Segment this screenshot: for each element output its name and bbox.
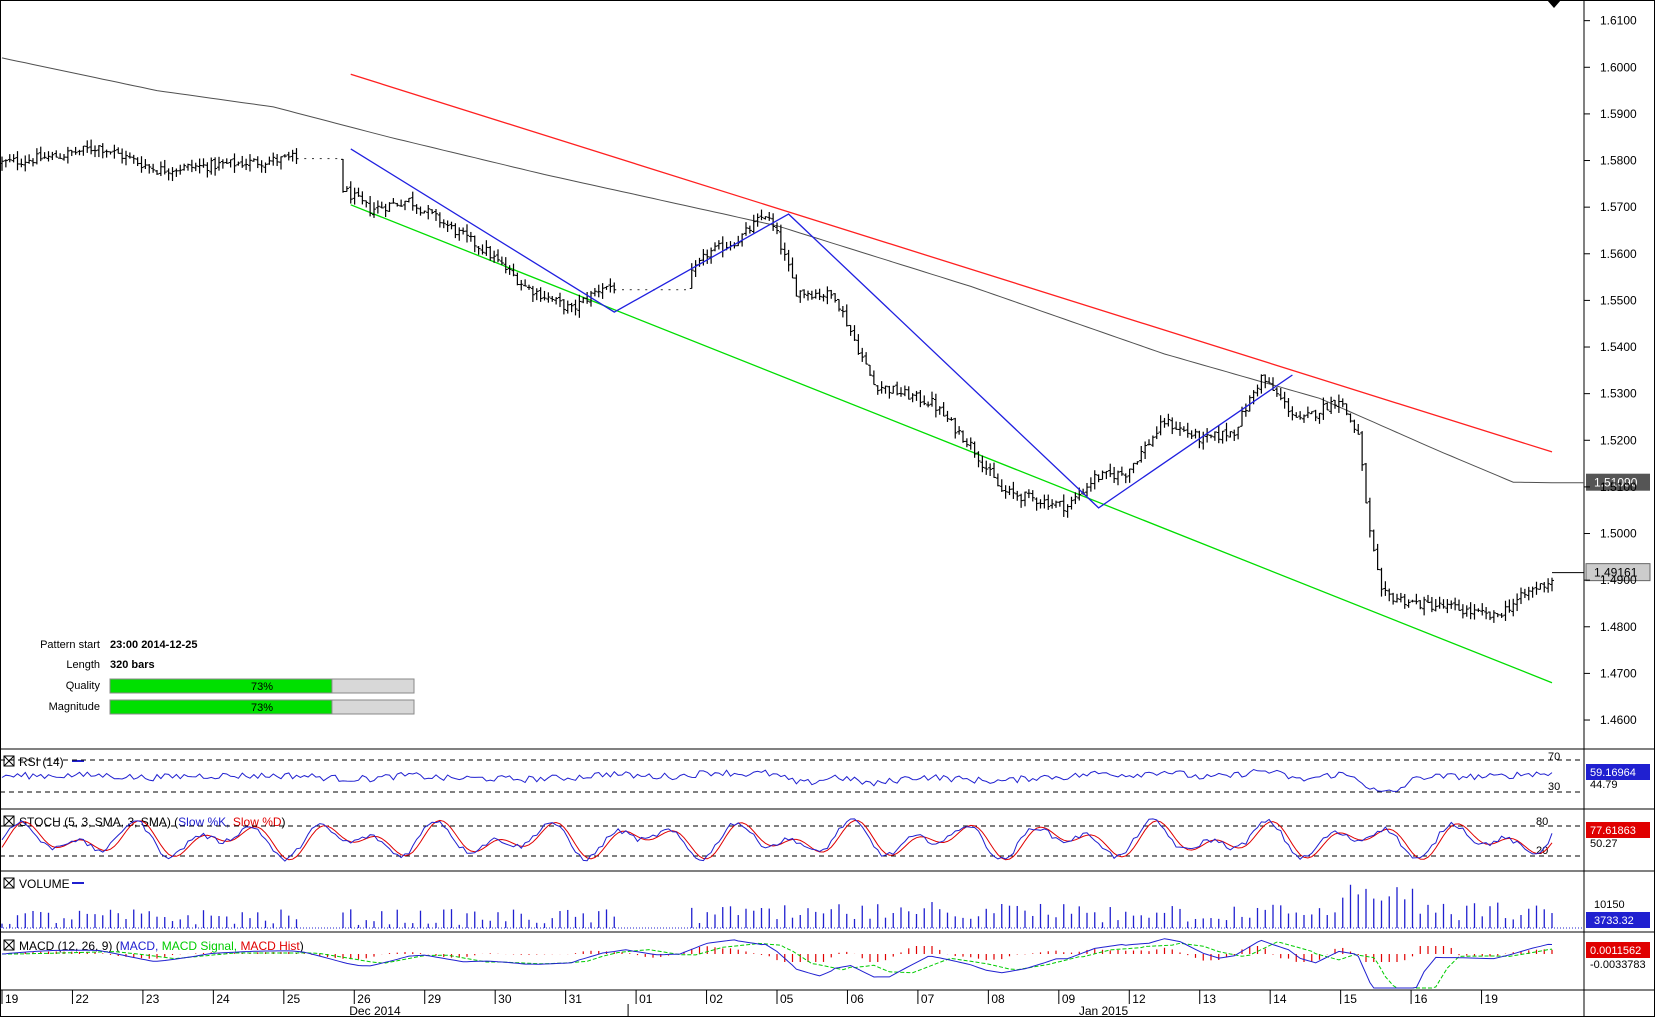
volume-panel: VOLUME 10150 3733.32 (0, 877, 1650, 929)
macd-current-box (1586, 942, 1650, 958)
date-tick-label: 25 (287, 992, 301, 1006)
quality-value: 73% (251, 681, 273, 693)
macd-line (1, 938, 1553, 989)
volume-current-box (1586, 912, 1650, 928)
stoch-tick-80: 80 (1536, 816, 1548, 828)
rsi-current-box (1586, 764, 1650, 780)
rsi-panel: RSI (14) 70 30 44.79 59.16964 (0, 751, 1650, 793)
date-tick-label: 24 (216, 992, 230, 1006)
stoch-slow-k-line (1, 818, 1553, 862)
stoch-close-icon-cross (3, 815, 15, 827)
price-tick-label: 1.5500 (1600, 293, 1637, 307)
volume-tick: 10150 (1594, 899, 1625, 911)
price-tick-label: 1.5100 (1600, 480, 1637, 494)
price-panel: 1.51090 1.49161 (0, 57, 1651, 684)
quality-bar-fill (109, 678, 333, 694)
date-tick-label: 22 (75, 992, 89, 1006)
price-tick-label: 1.5000 (1600, 527, 1637, 541)
rsi-current-value: 59.16964 (1590, 767, 1636, 779)
date-tick-label: 01 (639, 992, 653, 1006)
date-tick-label: 19 (1485, 992, 1499, 1006)
date-tick-label: 07 (921, 992, 935, 1006)
macd-signal-line (2, 941, 1553, 989)
month-label: Dec 2014 (349, 1004, 401, 1017)
magnitude-value: 73% (251, 702, 273, 714)
price-tick-label: 1.5700 (1600, 200, 1637, 214)
price-tick-label: 1.5300 (1600, 387, 1637, 401)
magnitude-bar-fill (109, 699, 333, 715)
collapse-arrow-icon[interactable] (1547, 0, 1561, 8)
stoch-current-value: 77.61863 (1590, 825, 1636, 837)
date-tick-label: 09 (1062, 992, 1076, 1006)
date-tick-label: 12 (1132, 992, 1146, 1006)
price-tick-label: 1.4900 (1600, 573, 1637, 587)
date-tick-label: 14 (1273, 992, 1287, 1006)
date-tick-label: 31 (569, 992, 583, 1006)
date-tick-label: 26 (357, 992, 371, 1006)
stoch-panel: STOCH (5, 3, SMA, 3, SMA) (Slow %K, Slow… (0, 815, 1650, 862)
price-tick-label: 1.5900 (1600, 107, 1637, 121)
pattern-info: Pattern start 23:00 2014-12-25 Length 32… (40, 639, 415, 715)
macd-close-icon-cross (3, 939, 15, 951)
pattern-start-label: Pattern start (40, 639, 100, 651)
rsi-line (1, 768, 1553, 792)
date-tick-label: 19 (5, 992, 19, 1006)
date-tick-label: 30 (498, 992, 512, 1006)
stoch-extra-label: 50.27 (1590, 838, 1618, 850)
rsi-tick-30: 30 (1548, 781, 1560, 793)
macd-current-bottom: -0.0033783 (1590, 959, 1646, 971)
rsi-extra-label: 44.79 (1590, 779, 1618, 791)
price-tick-label: 1.5600 (1600, 247, 1637, 261)
date-tick-label: 13 (1203, 992, 1217, 1006)
date-axis: 19 22 23 24 25 26 29 30 31 01 02 05 06 07 08 09 12 13 14 15… (1, 990, 1499, 1017)
pattern-length-value: 320 bars (110, 659, 155, 671)
date-tick-label: 15 (1344, 992, 1358, 1006)
rsi-close-icon-cross (3, 755, 15, 767)
date-tick-label: 29 (428, 992, 442, 1006)
price-tick-label: 1.4600 (1600, 713, 1637, 727)
magnitude-label: Magnitude (49, 701, 100, 713)
price-tick-label: 1.6100 (1600, 14, 1637, 28)
price-axis: 1.6100 1.6000 1.5900 1.5800 1.5700 1.5600 1.55… (1584, 14, 1637, 727)
current-price-label: 1.49161 (1594, 566, 1638, 580)
date-tick-label: 23 (146, 992, 160, 1006)
rsi-tick-70: 70 (1548, 751, 1560, 763)
date-tick-label: 08 (991, 992, 1005, 1006)
date-tick-label: 05 (780, 992, 794, 1006)
ma-price-box (1586, 473, 1650, 491)
stoch-current-box (1586, 822, 1650, 838)
macd-current-top: 0.0011562 (1590, 945, 1641, 957)
date-tick-label: 02 (710, 992, 724, 1006)
rsi-title: RSI (14) (19, 755, 64, 769)
current-price-box (1585, 563, 1651, 582)
volume-current-value: 3733.32 (1594, 915, 1634, 927)
price-tick-label: 1.4800 (1600, 620, 1637, 634)
volume-title: VOLUME (19, 877, 70, 891)
quality-label: Quality (66, 680, 101, 692)
pattern-zigzag (350, 148, 1293, 509)
lower-trendline (350, 204, 1553, 684)
pattern-start-value: 23:00 2014-12-25 (110, 639, 197, 651)
volume-close-icon-cross (3, 877, 15, 889)
macd-panel: MACD (12, 26, 9) (MACD, MACD Signal, MAC… (1, 938, 1650, 989)
price-tick-label: 1.5800 (1600, 154, 1637, 168)
pattern-length-label: Length (66, 659, 100, 671)
price-tick-label: 1.6000 (1600, 60, 1637, 74)
ma-price-label: 1.51090 (1594, 476, 1638, 490)
month-label: Jan 2015 (1079, 1004, 1129, 1017)
price-tick-label: 1.5400 (1600, 340, 1637, 354)
price-tick-label: 1.5200 (1600, 433, 1637, 447)
date-tick-label: 06 (850, 992, 864, 1006)
upper-trendline (350, 73, 1553, 453)
price-tick-label: 1.4700 (1600, 666, 1637, 680)
macd-title: MACD (12, 26, 9) (MACD, MACD Signal, MAC… (19, 939, 304, 953)
date-tick-label: 16 (1414, 992, 1428, 1006)
